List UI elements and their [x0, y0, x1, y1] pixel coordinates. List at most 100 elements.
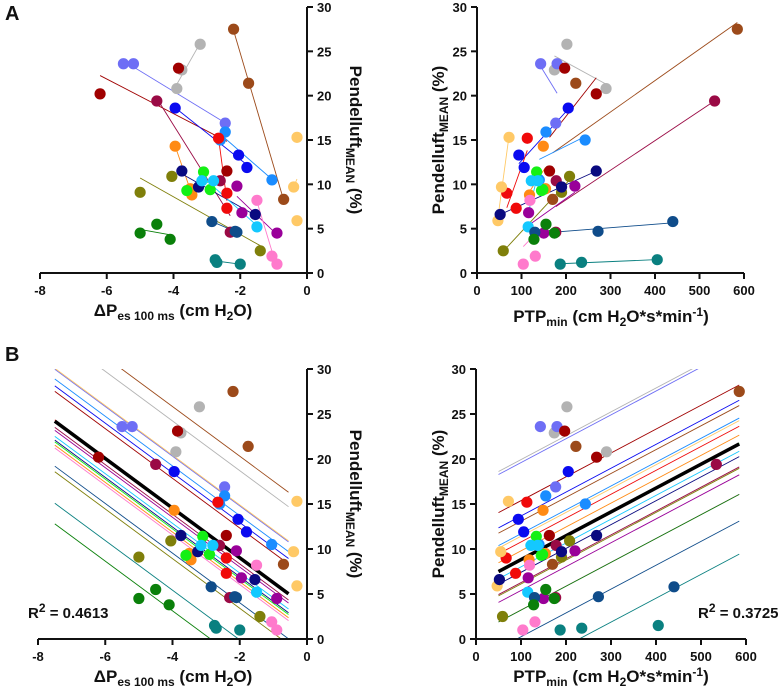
subject-11-point — [497, 245, 509, 257]
subject-11-point — [134, 186, 146, 198]
subject-14-point — [250, 586, 263, 598]
subject-16-point — [524, 194, 536, 206]
x-tick-label: 500 — [689, 283, 711, 298]
subject-1-point — [547, 193, 559, 206]
subject-8-point — [221, 187, 233, 199]
subject-17-point — [206, 215, 218, 228]
y-tick-label: 25 — [317, 44, 331, 59]
panel-b-ptp-plot: 0 100 200 300 400 500 600 0 5 10 15 20 25 30 — [452, 362, 757, 664]
subject-18-point — [151, 218, 163, 230]
subject-14-point — [207, 175, 220, 187]
x-tick-label: 300 — [600, 649, 622, 664]
subject-12-point — [176, 165, 188, 177]
x-tick-label: 0 — [472, 649, 479, 664]
subject-6-point — [512, 513, 524, 525]
subject-10-point — [291, 215, 303, 227]
subject-17-point — [205, 581, 217, 593]
subject-14-point — [195, 539, 207, 552]
subject-10-point — [503, 131, 515, 143]
subject-3-point — [534, 421, 546, 433]
subject-19-point — [651, 254, 663, 266]
y-tick-label: 10 — [452, 542, 466, 557]
subject-5-fit-line — [156, 98, 231, 217]
subject-6-fit-line — [498, 399, 740, 529]
subject-2-point — [600, 446, 613, 458]
subject-11-point — [563, 170, 576, 182]
fit-lines — [498, 369, 740, 639]
y-tick-label: 30 — [317, 0, 331, 15]
subject-3-point — [127, 58, 140, 70]
subject-8-point — [221, 202, 233, 214]
y-tick-label: 10 — [317, 177, 331, 192]
subject-17-point — [230, 592, 242, 604]
panel-label-a: A — [5, 3, 19, 25]
subject-18-point — [548, 227, 561, 239]
y-tick-label: 0 — [317, 632, 324, 647]
subject-13-point — [204, 184, 216, 196]
subject-15-point — [230, 545, 242, 557]
subject-5-point — [709, 95, 721, 107]
y-tick-label: 20 — [317, 452, 331, 467]
r2-label-ptp: R2 = 0.3725 — [698, 601, 779, 622]
subject-1-fit-line — [233, 30, 285, 201]
panel-a-ptp-plot: 0 100 200 300 400 500 600 0 5 10 15 20 25 30 — [453, 0, 755, 298]
x-tick-label: 200 — [555, 649, 577, 664]
y-axis-label-b-left: PendelluftMEAN (%) — [343, 430, 365, 579]
subject-19-point — [554, 624, 566, 636]
subject-6-point — [240, 526, 253, 538]
x-tick-label: -4 — [168, 283, 180, 298]
y-tick-label: 5 — [459, 587, 466, 602]
y-tick-label: 5 — [317, 222, 324, 237]
subject-10-point — [291, 131, 303, 143]
subject-3-point — [219, 117, 231, 129]
subject-18-point — [528, 233, 540, 245]
subject-1-point — [546, 558, 559, 570]
subject-7-fit-line — [498, 417, 740, 547]
subject-17-point — [592, 591, 605, 603]
subject-12-point — [591, 529, 603, 542]
subject-18-point — [134, 227, 146, 239]
y-tick-label: 15 — [317, 133, 331, 148]
y-tick-label: 30 — [453, 0, 467, 15]
subject-16-point — [517, 258, 529, 270]
subject-11-point — [254, 610, 266, 623]
subject-3-fit-line — [54, 369, 289, 543]
subject-19-fit-line — [578, 553, 740, 639]
subject-16-point — [271, 258, 283, 270]
y-tick-label: 25 — [453, 44, 467, 59]
subject-10-point — [291, 495, 303, 507]
subject-8-point — [212, 496, 224, 508]
subject-9-fit-line — [54, 444, 289, 619]
subject-19-point — [234, 258, 246, 270]
y-tick-label: 20 — [453, 89, 467, 104]
subject-10-point — [495, 546, 507, 558]
subject-15-point — [569, 545, 581, 557]
subject-9-point — [168, 504, 180, 516]
subject-7-fit-line — [54, 378, 289, 553]
subject-13-point — [537, 548, 549, 561]
subject-18-point — [548, 592, 560, 605]
subject-4-point — [543, 529, 555, 542]
subject-3-point — [535, 58, 547, 70]
subject-9-point — [169, 140, 181, 152]
subject-5-fit-line — [555, 100, 715, 208]
axes — [471, 6, 745, 279]
subject-6-point — [518, 161, 530, 174]
subject-12-point — [249, 574, 261, 586]
subject-1-point — [227, 385, 239, 398]
subject-15-point — [235, 572, 248, 584]
subject-2-point — [600, 82, 612, 95]
subject-7-point — [266, 538, 278, 551]
x-tick-label: 500 — [690, 649, 712, 664]
x-tick-label: -2 — [234, 283, 246, 298]
subject-1-point — [242, 77, 255, 89]
subject-3-fit-line — [498, 369, 699, 475]
subject-18-fit-line — [54, 523, 212, 639]
subject-6-point — [241, 161, 253, 174]
x-axis-label-dp-a: ΔPes 100 ms (cm H2O) — [94, 301, 253, 323]
x-tick-label: -8 — [32, 649, 44, 664]
subject-16-point — [251, 194, 263, 206]
subject-19-fit-line — [560, 259, 658, 265]
subject-14-point — [532, 539, 544, 552]
